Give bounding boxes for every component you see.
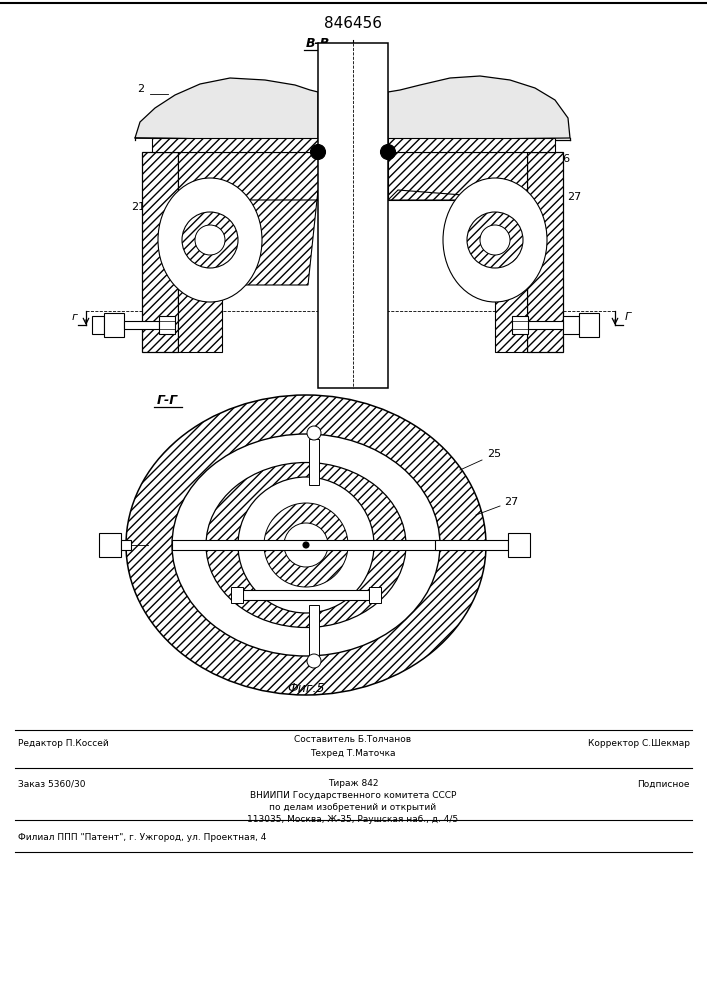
Polygon shape [388, 152, 527, 200]
Circle shape [238, 477, 374, 613]
Text: ВНИИПИ Государственного комитета СССР: ВНИИПИ Государственного комитета СССР [250, 792, 456, 800]
Circle shape [380, 144, 395, 159]
Text: Тираж 842: Тираж 842 [328, 780, 378, 788]
Polygon shape [142, 152, 178, 352]
Bar [172, 540, 440, 550]
Bar [124, 321, 159, 329]
Bar [92, 316, 104, 334]
Polygon shape [135, 78, 318, 140]
Bar [528, 321, 563, 329]
Bar [563, 316, 579, 334]
Text: 22: 22 [99, 537, 113, 547]
Text: Корректор С.Шекмар: Корректор С.Шекмар [588, 738, 690, 748]
Polygon shape [527, 152, 563, 352]
Bar [121, 540, 131, 550]
Text: 27: 27 [567, 192, 581, 202]
Ellipse shape [158, 178, 262, 302]
Bar [369, 587, 381, 603]
Ellipse shape [126, 395, 486, 695]
Text: В-В: В-В [306, 37, 330, 50]
Circle shape [310, 144, 325, 159]
Circle shape [195, 225, 225, 255]
Text: 21: 21 [131, 202, 145, 212]
Polygon shape [388, 138, 555, 152]
Text: г: г [72, 312, 78, 322]
Text: Редактор П.Коссей: Редактор П.Коссей [18, 738, 109, 748]
Bar [159, 316, 175, 334]
Text: 25: 25 [487, 449, 501, 459]
Text: Г-Г: Г-Г [157, 394, 178, 407]
Text: Фиг.4: Фиг.4 [334, 371, 372, 384]
Ellipse shape [172, 434, 440, 656]
Text: Составитель Б.Толчанов: Составитель Б.Толчанов [294, 734, 411, 744]
Polygon shape [178, 190, 318, 285]
Bar [512, 316, 528, 334]
Polygon shape [178, 285, 222, 352]
Circle shape [467, 212, 523, 268]
Text: Фиг.5: Фиг.5 [287, 682, 325, 694]
Text: 27: 27 [504, 497, 518, 507]
Bar [318, 43, 388, 388]
Polygon shape [388, 76, 570, 140]
Text: Техред Т.Маточка: Техред Т.Маточка [310, 748, 396, 758]
Bar [309, 439, 319, 485]
Circle shape [264, 503, 348, 587]
Circle shape [307, 654, 321, 668]
Bar [99, 533, 121, 557]
Text: Подписное: Подписное [638, 780, 690, 788]
Text: 113035, Москва, Ж-35, Раушская наб., д. 4/5: 113035, Москва, Ж-35, Раушская наб., д. … [247, 816, 459, 824]
Bar [579, 313, 599, 337]
Text: 846456: 846456 [324, 16, 382, 31]
Polygon shape [178, 152, 318, 200]
Bar [309, 605, 319, 657]
Text: Филиал ППП "Патент", г. Ужгород, ул. Проектная, 4: Филиал ППП "Патент", г. Ужгород, ул. Про… [18, 832, 267, 842]
Circle shape [182, 212, 238, 268]
Bar [508, 533, 530, 557]
Ellipse shape [206, 462, 406, 628]
Polygon shape [388, 190, 527, 285]
Text: 2: 2 [137, 84, 144, 94]
Text: 23: 23 [372, 539, 386, 549]
Circle shape [307, 426, 321, 440]
Text: 24: 24 [380, 577, 395, 587]
Text: 26: 26 [556, 154, 570, 164]
Circle shape [303, 542, 309, 548]
Polygon shape [495, 285, 527, 352]
Text: Заказ 5360/30: Заказ 5360/30 [18, 780, 86, 788]
Circle shape [284, 523, 328, 567]
Bar [243, 590, 369, 600]
Bar [104, 313, 124, 337]
Bar [435, 540, 508, 550]
Ellipse shape [443, 178, 547, 302]
Text: по делам изобретений и открытий: по делам изобретений и открытий [269, 804, 436, 812]
Text: Г: Г [625, 312, 631, 322]
Polygon shape [152, 138, 318, 152]
Circle shape [480, 225, 510, 255]
Bar [231, 587, 243, 603]
